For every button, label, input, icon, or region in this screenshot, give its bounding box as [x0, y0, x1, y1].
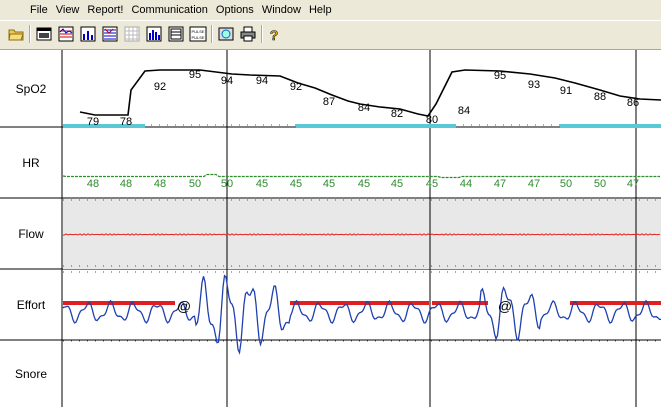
table-icon[interactable] [166, 24, 186, 44]
hr-value: 48 [120, 178, 132, 190]
spo2-value: 79 [87, 116, 99, 128]
spo2-value: 95 [189, 69, 201, 81]
spo2-value: 86 [627, 97, 639, 109]
spo2-trace [79, 69, 661, 117]
channel-label-spo2: SpO2 [15, 81, 47, 96]
channel-label-hr: HR [22, 155, 40, 170]
spo2-value: 82 [391, 108, 403, 120]
effort-events: @ @ [177, 298, 512, 314]
spo2-value: 91 [560, 85, 572, 97]
apnea-event-marker: @ [177, 298, 191, 314]
spo2-value: 93 [528, 79, 540, 91]
menu-file[interactable]: File [30, 4, 48, 16]
hr-value: 47 [627, 178, 639, 190]
hr-value: 44 [460, 178, 472, 190]
hr-value: 48 [154, 178, 166, 190]
bar-chart-icon[interactable] [78, 24, 98, 44]
channel-label-effort: Effort [16, 297, 46, 312]
hr-value: 50 [594, 178, 606, 190]
spo2-value: 94 [221, 75, 233, 87]
effort-trace [62, 274, 661, 355]
channel-label-snore: Snore [14, 366, 48, 381]
pulse-label-bottom: PULSE [191, 35, 204, 40]
multi-chart-icon[interactable] [100, 24, 120, 44]
hr-value: 47 [494, 178, 506, 190]
pulse-icon[interactable]: PULSE PULSE [188, 24, 208, 44]
hr-value: 45 [358, 178, 370, 190]
pulse-label-top: PULSE [191, 29, 204, 34]
menu-view[interactable]: View [55, 4, 80, 16]
hr-values: 48 48 48 50 50 45 45 45 45 45 45 44 47 47 50 50 47 [87, 178, 639, 190]
spo2-value: 92 [154, 81, 166, 93]
spo2-value: 84 [458, 105, 470, 117]
hr-value: 45 [323, 178, 335, 190]
hr-value: 45 [426, 178, 438, 190]
print-icon[interactable] [238, 24, 258, 44]
spo2-value: 80 [426, 114, 438, 126]
hr-value: 48 [87, 178, 99, 190]
hr-value: 45 [391, 178, 403, 190]
bar-graph-icon[interactable] [144, 24, 164, 44]
spo2-values: 79 78 92 95 94 94 92 87 84 82 80 84 95 93 91 88 86 [87, 69, 639, 128]
spo2-value: 84 [358, 102, 370, 114]
hr-value: 50 [189, 178, 201, 190]
hr-value: 45 [256, 178, 268, 190]
spo2-value: 95 [494, 70, 506, 82]
hr-value: 47 [528, 178, 540, 190]
window-icon[interactable] [34, 24, 54, 44]
menu-bar: File View Report! Communication Options … [0, 0, 661, 20]
grid-icon[interactable] [122, 24, 142, 44]
trend-icon[interactable] [56, 24, 76, 44]
spo2-value: 88 [594, 91, 606, 103]
apnea-event-marker: @ [498, 298, 512, 314]
hr-value: 50 [560, 178, 572, 190]
help-icon[interactable]: ? [264, 24, 284, 44]
menu-help[interactable]: Help [308, 4, 332, 16]
spo2-value: 87 [323, 96, 335, 108]
menu-window[interactable]: Window [261, 4, 301, 16]
menu-communication[interactable]: Communication [131, 4, 208, 16]
hr-value: 45 [290, 178, 302, 190]
spo2-value: 78 [120, 116, 132, 128]
hr-value: 50 [221, 178, 233, 190]
flow-trace [62, 233, 661, 236]
menu-report[interactable]: Report! [87, 4, 124, 16]
polysomnography-chart: 79 78 92 95 94 94 92 87 84 82 80 84 95 93 91 88 86 48 48 4… [0, 50, 661, 407]
channel-label-flow: Flow [18, 226, 44, 241]
open-icon[interactable] [6, 24, 26, 44]
svg-text:?: ? [270, 27, 279, 42]
search-icon[interactable] [216, 24, 236, 44]
spo2-value: 92 [290, 81, 302, 93]
toolbar: PULSE PULSE ? [0, 20, 661, 50]
menu-options[interactable]: Options [215, 4, 254, 16]
spo2-value: 94 [256, 75, 268, 87]
